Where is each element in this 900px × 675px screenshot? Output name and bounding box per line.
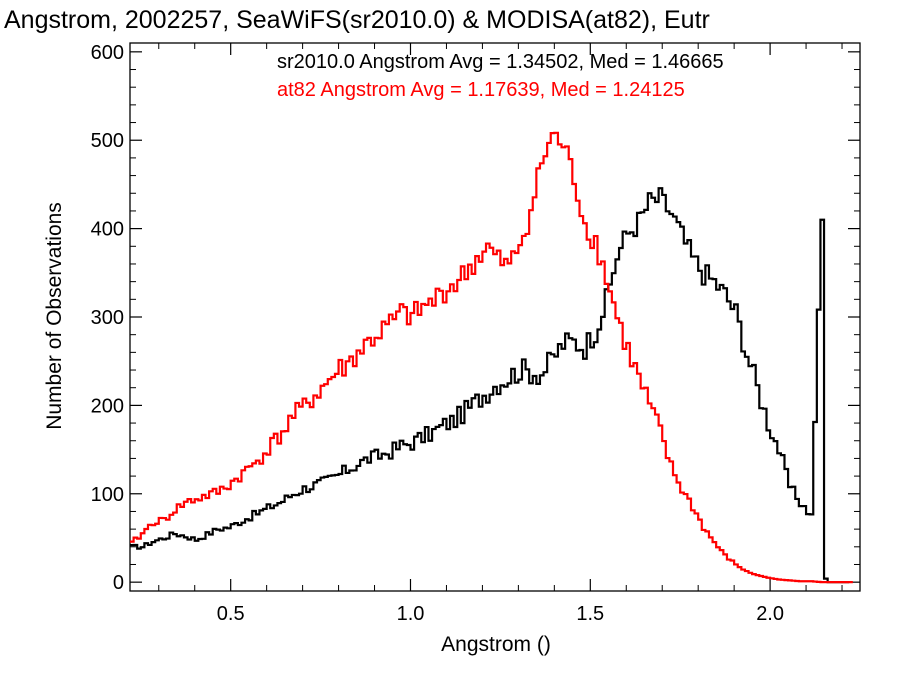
- x-tick-label: 1.0: [397, 603, 425, 625]
- plot-frame: [129, 42, 861, 592]
- x-tick-label: 1.5: [576, 603, 604, 625]
- series-sr2010-histogram: [130, 187, 850, 584]
- y-axis-title: Number of Observations: [43, 202, 66, 430]
- y-tick-label: 400: [91, 219, 124, 241]
- y-tick-label: 0: [113, 572, 124, 594]
- y-tick-label: 100: [91, 484, 124, 506]
- y-tick-label: 200: [91, 395, 124, 417]
- x-tick-label: 2.0: [756, 603, 784, 625]
- plot-area: 0.5 1.0 1.5 2.0 0 100 200 300 400 500 600: [91, 42, 861, 625]
- y-tick-label: 500: [91, 130, 124, 152]
- x-tick-label: 0.5: [217, 603, 245, 625]
- series-at82-histogram: [130, 131, 853, 584]
- annotation-at82: at82 Angstrom Avg = 1.17639, Med = 1.241…: [277, 79, 685, 101]
- chart-title: Angstrom, 2002257, SeaWiFS(sr2010.0) & M…: [4, 6, 710, 34]
- y-tick-label: 600: [91, 42, 124, 64]
- x-axis-title: Angstrom (): [441, 633, 551, 656]
- y-tick-label: 300: [91, 307, 124, 329]
- annotation-sr2010: sr2010.0 Angstrom Avg = 1.34502, Med = 1…: [277, 51, 724, 73]
